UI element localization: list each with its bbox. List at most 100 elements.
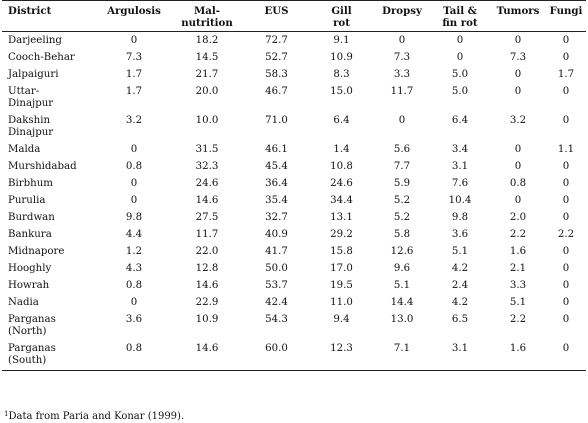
district-cell: Parganas (North) [8,314,56,337]
value-cell: 1.4 [333,144,350,155]
value-cell: 2.1 [509,263,527,274]
value-cell: 34.4 [330,195,353,206]
footnote-marker: 1 [4,410,9,418]
value-cell: 36.4 [265,178,288,189]
value-cell: 6.4 [333,115,350,126]
value-cell: 8.3 [333,69,350,80]
value-cell: 14.5 [195,52,219,63]
column-header-fungi: Fungi [546,0,586,32]
value-cell: 10.4 [448,195,472,206]
value-cell: 4.2 [451,263,469,274]
value-cell: 11.7 [195,229,219,240]
value-cell: 54.3 [265,314,288,325]
table-row: Murshidabad 0.8 32.3 45.4 10.8 7.7 3.1 0 0 [2,158,586,175]
value-cell: 9.8 [451,212,469,223]
value-cell: 7.6 [451,178,469,189]
value-cell: 7.3 [509,52,527,63]
value-cell: 10.9 [330,52,353,63]
disease-prevalence-table: District Argulosis Mal-nutrition EUS Gill rot… [2,0,586,371]
value-cell: 9.4 [333,314,350,325]
value-cell: 10.8 [330,161,353,172]
value-cell: 10.0 [195,115,219,126]
value-cell: 6.4 [451,115,469,126]
value-cell: 1.7 [125,69,143,80]
table-row: Uttar- Dinajpur 1.7 20.0 46.7 15.0 11.7 5.0 0 0 [2,83,586,112]
district-cell: Murshidabad [8,161,77,172]
value-cell: 4.2 [451,297,469,308]
value-cell: 0 [562,246,570,257]
value-cell: 0 [562,212,570,223]
value-cell: 1.7 [125,86,143,97]
district-cell: Darjeeling [8,35,62,46]
district-cell: Uttar- Dinajpur [8,86,54,109]
table-row: Bankura 4.4 11.7 40.9 29.2 5.8 3.6 2.2 2.2 [2,226,586,243]
column-header-argulosis: Argulosis [98,0,170,32]
value-cell: 3.1 [430,340,490,371]
value-cell: 21.7 [195,69,219,80]
value-cell: 13.1 [330,212,353,223]
table-row: Malda 0 31.5 46.1 1.4 5.6 3.4 0 1.1 [2,141,586,158]
value-cell: 5.1 [451,246,469,257]
value-cell: 0 [562,314,570,325]
value-cell: 0.8 [125,161,143,172]
value-cell: 14.6 [170,340,244,371]
value-cell: 0 [514,161,522,172]
value-cell: 0 [456,52,464,63]
footnote-text: Data from Paria and Konar (1999). [8,411,185,422]
column-header-dropsy: Dropsy [374,0,430,32]
table-footnote: 1Data from Paria and Konar (1999). [4,408,184,423]
value-cell: 60.0 [244,340,309,371]
table-row: Cooch-Behar 7.3 14.5 52.7 10.9 7.3 0 7.3 0 [2,49,586,66]
value-cell: 24.6 [195,178,219,189]
value-cell: 71.0 [265,115,288,126]
value-cell: 0 [562,52,570,63]
district-cell: Birbhum [8,178,53,189]
value-cell: 24.6 [330,178,353,189]
value-cell: 20.0 [195,86,219,97]
value-cell: 0 [562,195,570,206]
district-cell: Parganas (South) [2,340,98,371]
value-cell: 3.1 [451,161,469,172]
value-cell: 11.0 [330,297,353,308]
district-cell: Bankura [8,229,52,240]
value-cell: 5.2 [393,195,411,206]
value-cell: 41.7 [265,246,288,257]
district-cell: Purulia [8,195,46,206]
value-cell: 0 [130,195,138,206]
value-cell: 7.1 [374,340,430,371]
value-cell: 0 [130,35,138,46]
value-cell: 0 [562,263,570,274]
table-header-row: District Argulosis Mal-nutrition EUS Gill rot… [2,0,586,32]
value-cell: 4.4 [125,229,143,240]
value-cell: 5.2 [393,212,411,223]
value-cell: 12.6 [390,246,414,257]
value-cell: 0 [562,115,570,126]
value-cell: 0 [546,340,586,371]
district-cell: Dakshin Dinajpur [8,115,54,138]
value-cell: 2.2 [509,229,527,240]
value-cell: 29.2 [330,229,353,240]
value-cell: 46.1 [265,144,288,155]
district-cell: Jalpaiguri [8,69,59,80]
value-cell: 15.8 [330,246,353,257]
column-header-eus: EUS [244,0,309,32]
value-cell: 3.6 [125,314,143,325]
value-cell: 7.3 [125,52,143,63]
value-cell: 0 [514,195,522,206]
disease-table-container: District Argulosis Mal-nutrition EUS Gill rot… [2,0,586,371]
value-cell: 2.2 [509,314,527,325]
value-cell: 5.1 [393,280,411,291]
value-cell: 46.7 [265,86,288,97]
column-header-mal-nutrition: Mal-nutrition [170,0,244,32]
value-cell: 0 [130,144,138,155]
district-cell: Malda [8,144,41,155]
value-cell: 52.7 [265,52,288,63]
value-cell: 10.9 [195,314,219,325]
column-header-tumors: Tumors [490,0,546,32]
value-cell: 9.1 [333,35,350,46]
value-cell: 0 [456,35,464,46]
value-cell: 1.6 [509,246,527,257]
value-cell: 0 [398,35,406,46]
value-cell: 0 [130,178,138,189]
value-cell: 32.3 [195,161,219,172]
